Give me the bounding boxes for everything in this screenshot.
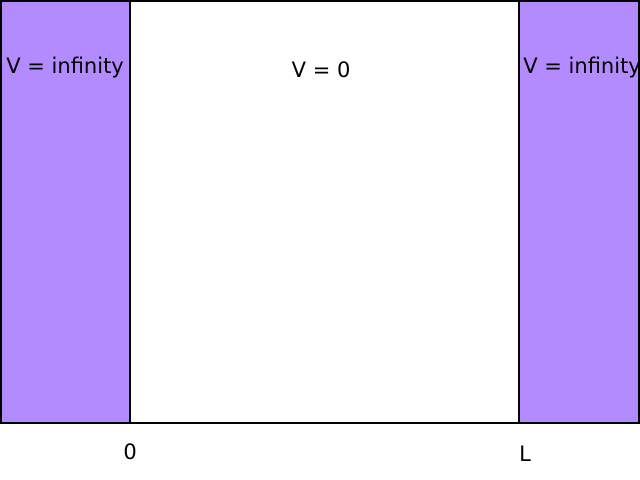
position-marker-L: L: [519, 442, 531, 466]
left-barrier-region: [0, 0, 131, 424]
position-marker-zero: 0: [123, 440, 136, 464]
left-barrier-label: V = infinity: [6, 54, 124, 78]
well-label: V = 0: [292, 58, 351, 82]
right-barrier-label: V = infinity: [523, 54, 640, 78]
right-barrier-region: [518, 0, 640, 424]
well-region: [129, 0, 520, 424]
